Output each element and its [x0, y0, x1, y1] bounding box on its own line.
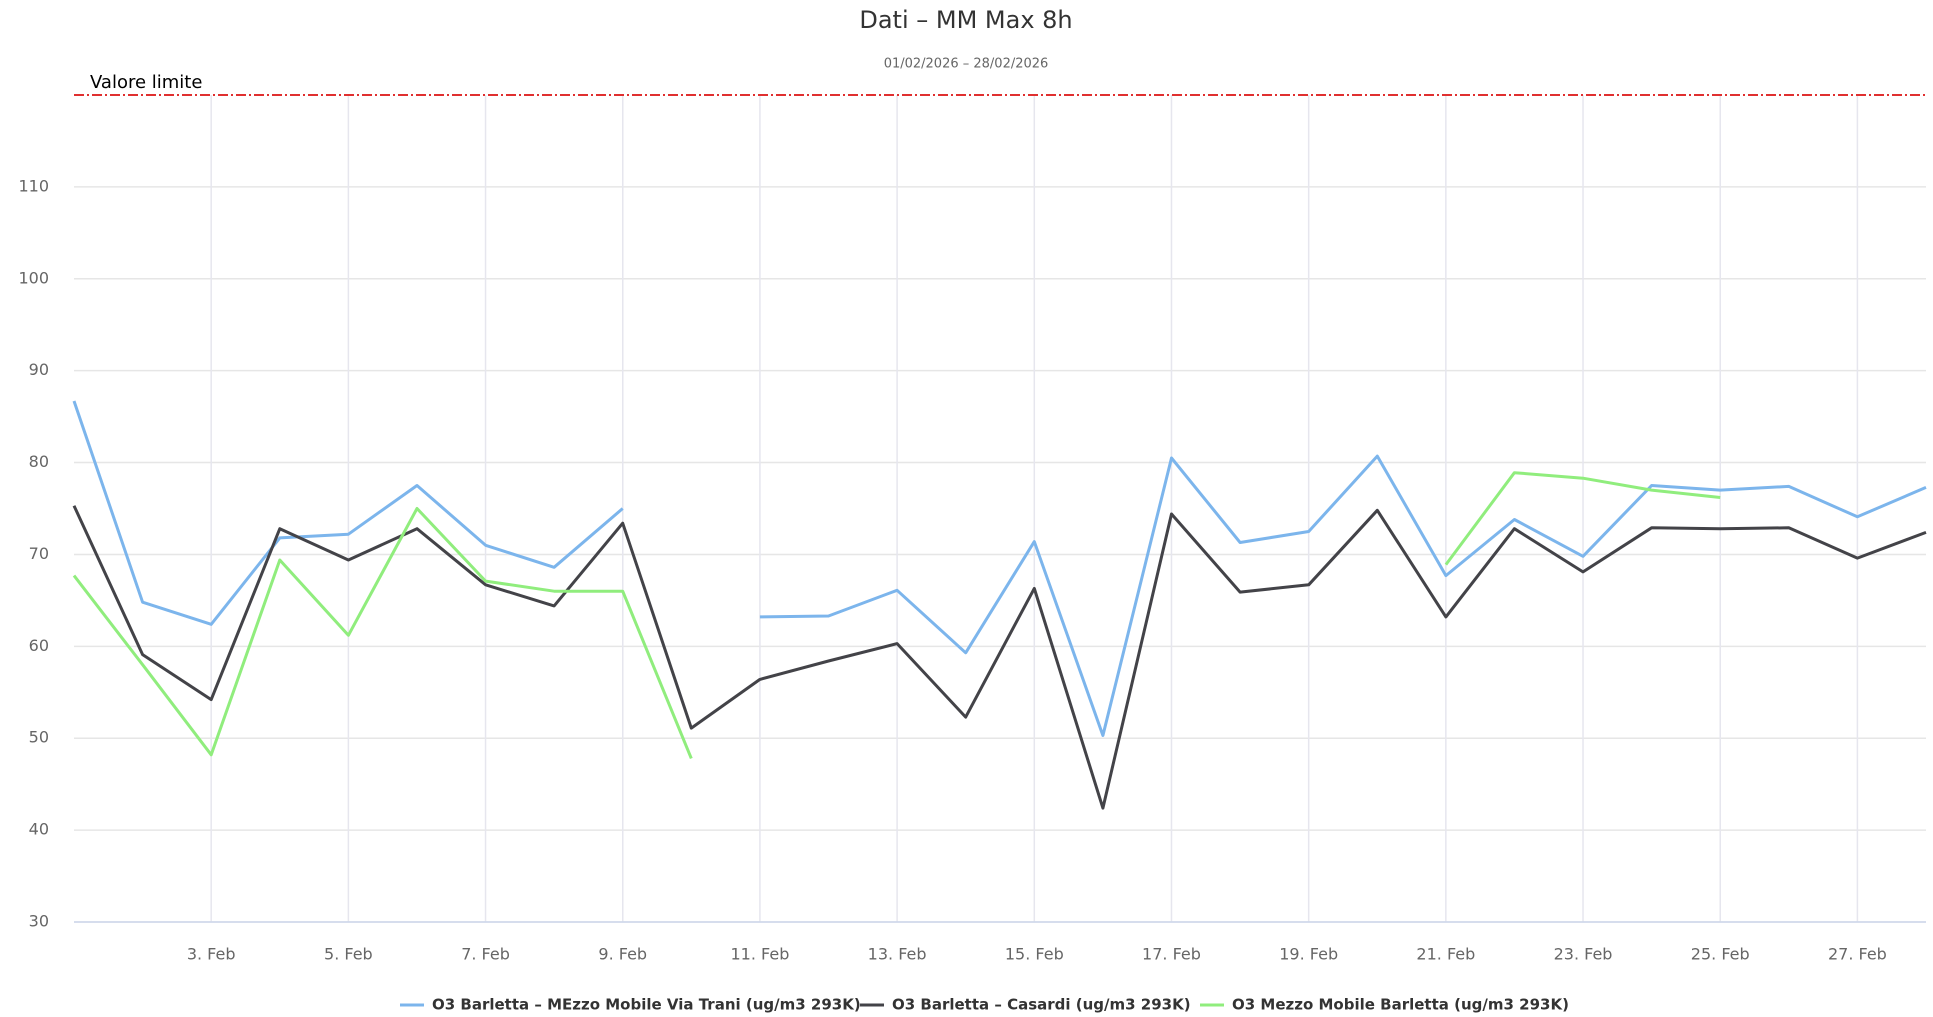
x-tick-label: 25. Feb [1691, 945, 1750, 964]
series-line [72, 400, 1927, 737]
y-tick-label: 90 [29, 360, 49, 379]
chart-subtitle: 01/02/2026 – 28/02/2026 [884, 57, 1049, 72]
x-tick-label: 13. Feb [868, 945, 927, 964]
x-tick-label: 17. Feb [1142, 945, 1201, 964]
legend-label: O3 Mezzo Mobile Barletta (ug/m3 293K) [1232, 996, 1569, 1014]
chart-title: Dati – MM Max 8h [859, 6, 1072, 34]
x-tick-label: 3. Feb [187, 945, 236, 964]
x-tick-label: 7. Feb [461, 945, 510, 964]
x-tick-label: 11. Feb [730, 945, 789, 964]
series-line [72, 471, 1721, 759]
x-tick-label: 27. Feb [1828, 945, 1887, 964]
x-tick-label: 9. Feb [598, 945, 647, 964]
y-tick-label: 70 [29, 544, 49, 563]
x-tick-label: 23. Feb [1554, 945, 1613, 964]
y-tick-label: 80 [29, 452, 49, 471]
y-tick-label: 110 [18, 176, 49, 195]
legend-label: O3 Barletta – Casardi (ug/m3 293K) [892, 996, 1191, 1014]
x-tick-label: 21. Feb [1416, 945, 1475, 964]
x-tick-label: 5. Feb [324, 945, 373, 964]
y-tick-label: 30 [29, 912, 49, 931]
y-tick-label: 50 [29, 728, 49, 747]
legend-label: O3 Barletta – MEzzo Mobile Via Trani (ug… [432, 996, 861, 1014]
limit-label: Valore limite [90, 72, 202, 93]
x-tick-label: 15. Feb [1005, 945, 1064, 964]
y-tick-label: 40 [29, 820, 49, 839]
x-tick-label: 19. Feb [1279, 945, 1338, 964]
y-tick-label: 100 [18, 268, 49, 287]
series-line [72, 505, 1927, 810]
y-tick-label: 60 [29, 636, 49, 655]
